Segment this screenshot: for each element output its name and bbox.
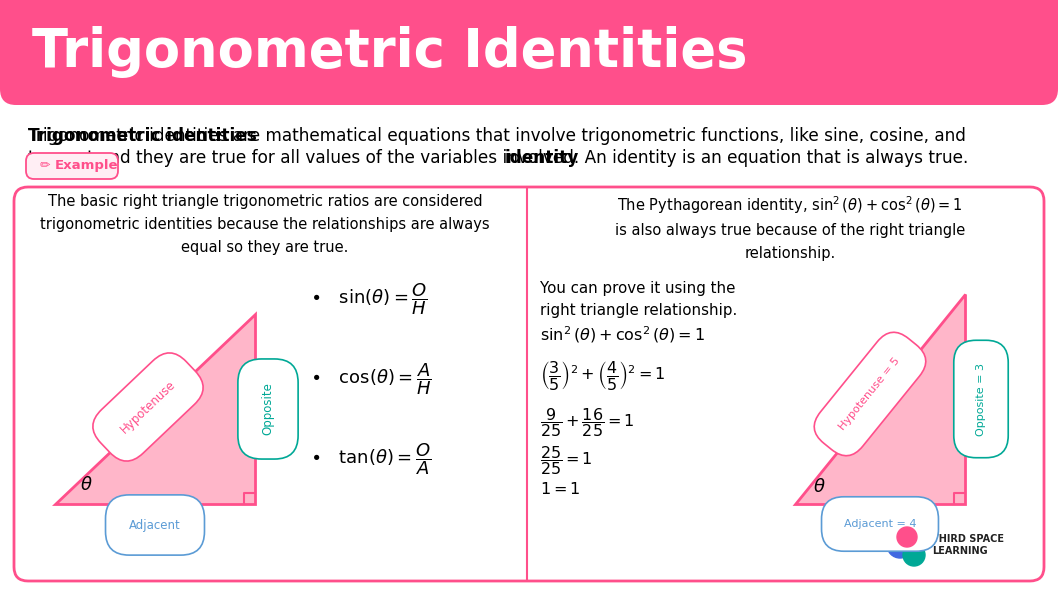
Text: Trigonometric identities: Trigonometric identities <box>28 127 257 145</box>
Text: The Pythagorean identity, $\sin^2(\theta) + \cos^2(\theta) = 1$
is also always t: The Pythagorean identity, $\sin^2(\theta… <box>615 194 965 261</box>
Text: $\dfrac{25}{25} = 1$: $\dfrac{25}{25} = 1$ <box>540 444 592 477</box>
Text: $\sin^2(\theta) + \cos^2(\theta) = 1$: $\sin^2(\theta) + \cos^2(\theta) = 1$ <box>540 324 705 344</box>
FancyBboxPatch shape <box>0 0 1058 105</box>
Text: Example: Example <box>55 159 118 173</box>
Text: $\theta$: $\theta$ <box>813 478 825 496</box>
Circle shape <box>887 532 913 558</box>
Circle shape <box>897 527 917 547</box>
Polygon shape <box>55 314 255 504</box>
Text: $\dfrac{9}{25} + \dfrac{16}{25} = 1$: $\dfrac{9}{25} + \dfrac{16}{25} = 1$ <box>540 406 635 439</box>
Text: identity: identity <box>505 149 580 167</box>
Text: LEARNING: LEARNING <box>932 546 987 556</box>
Text: Adjacent: Adjacent <box>129 519 181 531</box>
Circle shape <box>902 544 925 566</box>
Text: Trigonometric identities are mathematical equations that involve trigonometric f: Trigonometric identities are mathematica… <box>28 127 966 145</box>
FancyBboxPatch shape <box>26 153 118 179</box>
Text: Trigonometric Identities: Trigonometric Identities <box>32 26 748 78</box>
Text: tangent and they are true for all values of the variables involved. An: tangent and they are true for all values… <box>28 149 613 167</box>
Text: Hypotenuse = 5: Hypotenuse = 5 <box>838 356 902 432</box>
Text: $\bullet \quad \sin(\theta) = \dfrac{O}{H}$: $\bullet \quad \sin(\theta) = \dfrac{O}{… <box>310 281 427 317</box>
Text: $\bullet \quad \tan(\theta) = \dfrac{O}{A}$: $\bullet \quad \tan(\theta) = \dfrac{O}{… <box>310 441 432 477</box>
Text: $1 = 1$: $1 = 1$ <box>540 481 581 497</box>
Text: $\bullet \quad \cos(\theta) = \dfrac{A}{H}$: $\bullet \quad \cos(\theta) = \dfrac{A}{… <box>310 361 432 397</box>
Bar <box>0 0 1058 54</box>
Text: tangent and they are true for all values of the variables involved. An identity : tangent and they are true for all values… <box>28 149 968 167</box>
Text: Opposite = 3: Opposite = 3 <box>975 362 986 435</box>
Text: You can prove it using the
right triangle relationship.: You can prove it using the right triangl… <box>540 281 737 318</box>
FancyBboxPatch shape <box>14 187 1044 581</box>
Text: The basic right triangle trigonometric ratios are considered
trigonometric ident: The basic right triangle trigonometric r… <box>40 194 490 255</box>
Text: $\theta$: $\theta$ <box>80 476 93 494</box>
Text: Hypotenuse: Hypotenuse <box>117 378 178 436</box>
Polygon shape <box>795 294 965 504</box>
Text: THIRD SPACE: THIRD SPACE <box>932 534 1004 544</box>
Text: ✏: ✏ <box>40 159 51 173</box>
Text: $\left(\dfrac{3}{5}\right)^2 + \left(\dfrac{4}{5}\right)^2 = 1$: $\left(\dfrac{3}{5}\right)^2 + \left(\df… <box>540 359 665 392</box>
Text: Adjacent = 4: Adjacent = 4 <box>843 519 916 529</box>
Text: Opposite: Opposite <box>261 383 274 435</box>
